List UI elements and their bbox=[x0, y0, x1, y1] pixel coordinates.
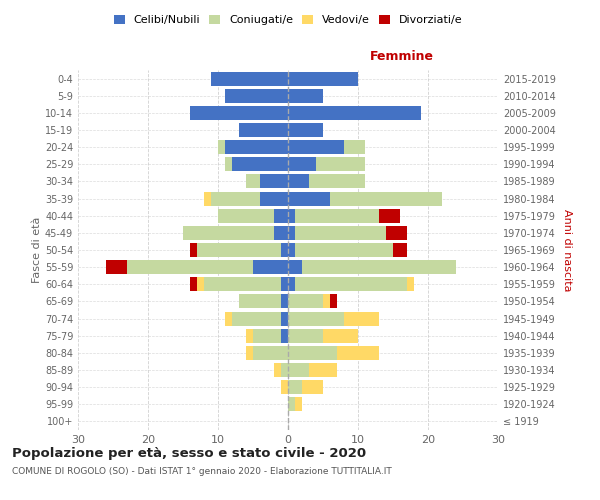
Bar bbox=[211, 192, 260, 205]
Bar bbox=[288, 174, 309, 188]
Bar bbox=[197, 278, 204, 291]
Bar bbox=[218, 208, 274, 222]
Bar bbox=[344, 312, 379, 326]
Text: Popolazione per età, sesso e stato civile - 2020: Popolazione per età, sesso e stato civil… bbox=[12, 448, 366, 460]
Bar bbox=[260, 174, 288, 188]
Bar bbox=[246, 346, 253, 360]
Y-axis label: Fasce di età: Fasce di età bbox=[32, 217, 42, 283]
Bar bbox=[288, 363, 309, 377]
Bar bbox=[288, 106, 421, 120]
Bar bbox=[288, 243, 295, 257]
Bar bbox=[295, 208, 379, 222]
Bar bbox=[253, 260, 288, 274]
Bar bbox=[281, 243, 288, 257]
Bar bbox=[295, 226, 386, 240]
Bar bbox=[295, 243, 393, 257]
Bar bbox=[183, 226, 274, 240]
Legend: Celibi/Nubili, Coniugati/e, Vedovi/e, Divorziati/e: Celibi/Nubili, Coniugati/e, Vedovi/e, Di… bbox=[109, 10, 467, 30]
Bar bbox=[288, 398, 295, 411]
Bar bbox=[288, 140, 344, 154]
Bar bbox=[106, 260, 127, 274]
Bar bbox=[232, 312, 281, 326]
Bar bbox=[330, 294, 337, 308]
Y-axis label: Anni di nascita: Anni di nascita bbox=[562, 209, 572, 291]
Bar bbox=[316, 158, 365, 172]
Bar bbox=[288, 226, 295, 240]
Bar bbox=[204, 278, 281, 291]
Bar bbox=[302, 260, 456, 274]
Bar bbox=[225, 312, 232, 326]
Bar bbox=[330, 192, 442, 205]
Bar bbox=[274, 226, 288, 240]
Bar bbox=[281, 380, 288, 394]
Bar bbox=[232, 158, 288, 172]
Bar bbox=[218, 140, 225, 154]
Bar bbox=[190, 278, 197, 291]
Bar bbox=[253, 346, 288, 360]
Bar bbox=[127, 260, 253, 274]
Bar bbox=[288, 260, 302, 274]
Bar bbox=[393, 243, 407, 257]
Bar bbox=[386, 226, 407, 240]
Bar bbox=[239, 294, 281, 308]
Bar bbox=[253, 328, 281, 342]
Bar bbox=[302, 380, 323, 394]
Bar bbox=[295, 398, 302, 411]
Bar bbox=[225, 88, 288, 102]
Bar bbox=[225, 158, 232, 172]
Bar bbox=[288, 72, 358, 86]
Bar bbox=[225, 140, 288, 154]
Bar bbox=[281, 328, 288, 342]
Bar bbox=[288, 346, 337, 360]
Bar bbox=[379, 208, 400, 222]
Bar bbox=[337, 346, 379, 360]
Bar bbox=[288, 294, 323, 308]
Bar bbox=[288, 208, 295, 222]
Bar bbox=[288, 278, 295, 291]
Bar bbox=[281, 312, 288, 326]
Bar bbox=[288, 88, 323, 102]
Bar bbox=[407, 278, 414, 291]
Text: Femmine: Femmine bbox=[370, 50, 433, 63]
Bar bbox=[295, 278, 407, 291]
Text: COMUNE DI ROGOLO (SO) - Dati ISTAT 1° gennaio 2020 - Elaborazione TUTTITALIA.IT: COMUNE DI ROGOLO (SO) - Dati ISTAT 1° ge… bbox=[12, 468, 392, 476]
Bar bbox=[246, 328, 253, 342]
Bar bbox=[323, 328, 358, 342]
Bar bbox=[204, 192, 211, 205]
Bar bbox=[281, 278, 288, 291]
Bar bbox=[197, 243, 281, 257]
Bar bbox=[288, 192, 330, 205]
Bar bbox=[274, 208, 288, 222]
Bar bbox=[281, 294, 288, 308]
Bar bbox=[211, 72, 288, 86]
Bar bbox=[246, 174, 260, 188]
Bar bbox=[344, 140, 365, 154]
Bar bbox=[190, 106, 288, 120]
Bar bbox=[309, 363, 337, 377]
Bar bbox=[323, 294, 330, 308]
Bar bbox=[190, 243, 197, 257]
Bar bbox=[288, 328, 323, 342]
Bar bbox=[288, 123, 323, 137]
Bar bbox=[288, 312, 344, 326]
Bar bbox=[288, 158, 316, 172]
Bar bbox=[288, 380, 302, 394]
Bar bbox=[239, 123, 288, 137]
Bar bbox=[260, 192, 288, 205]
Bar bbox=[274, 363, 281, 377]
Bar bbox=[309, 174, 365, 188]
Bar bbox=[281, 363, 288, 377]
